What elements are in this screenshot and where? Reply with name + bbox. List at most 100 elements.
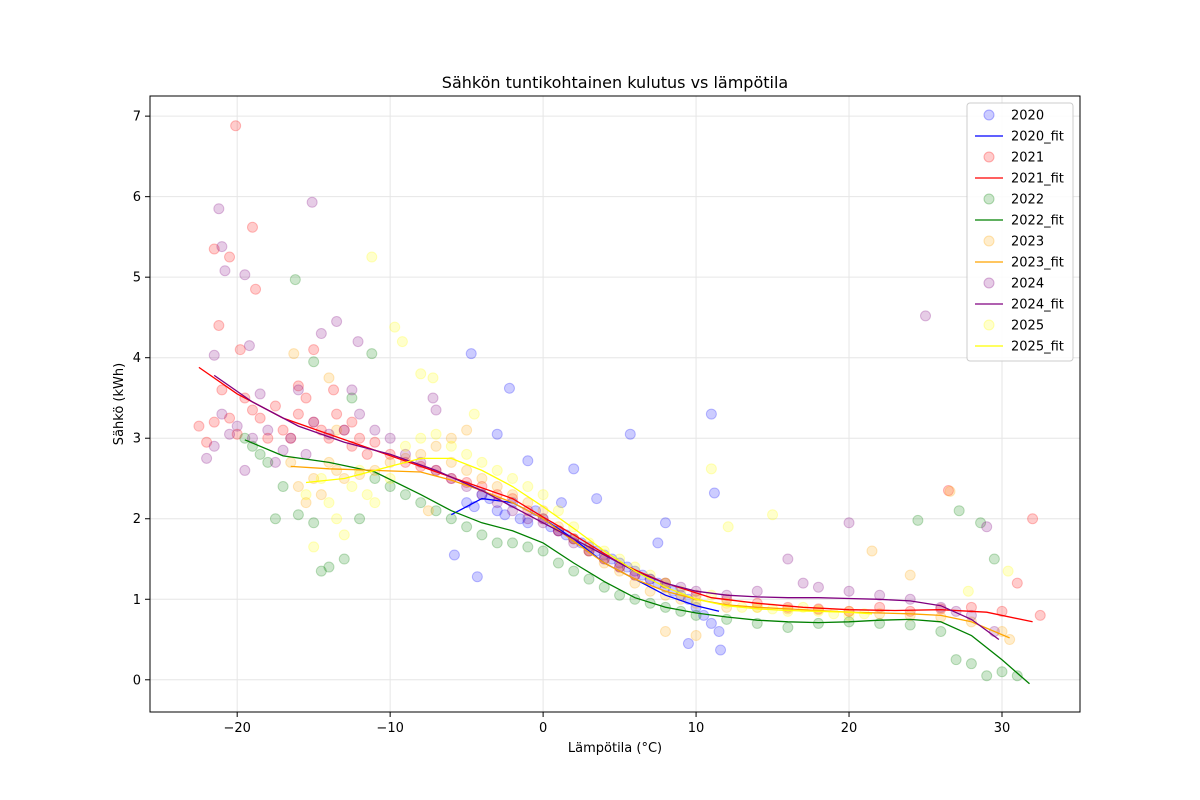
scatter-point [213,203,225,215]
scatter-point [300,489,312,501]
legend-marker [983,193,995,205]
scatter-point [491,505,503,517]
legend-label: 2025 [1011,319,1044,334]
scatter-point [812,581,824,593]
scatter-point [331,464,343,476]
scatter-point [216,408,228,420]
scatter-point [315,565,327,577]
scatter-point [1011,577,1023,589]
scatter-point [354,432,366,444]
scatter-point [352,336,364,348]
scatter-point [308,517,320,529]
scatter-point [315,472,327,484]
scatter-point [942,485,954,497]
scatter-point [715,644,727,656]
scatter-point [427,392,439,404]
scatter-point [591,493,603,505]
scatter-point [430,440,442,452]
scatter-point [644,597,656,609]
scatter-point [254,388,266,400]
legend-box [966,102,1074,362]
scatter-point [262,424,274,436]
scatter-point [285,432,297,444]
scatter-point [912,514,924,526]
scatter-point [246,404,258,416]
scatter-point [361,448,373,460]
scatter-point [216,241,228,253]
scatter-point [499,509,511,521]
scatter-point [369,424,381,436]
scatter-point [292,481,304,493]
scatter-point [328,384,340,396]
y-tick-label: 4 [133,351,141,366]
scatter-point [682,638,694,650]
scatter-point [224,428,236,440]
x-tick-label: 10 [688,721,705,736]
scatter-point [690,630,702,642]
scatter-point [323,497,335,509]
scatter-point [269,513,281,525]
scatter-point [239,269,251,281]
legend-label: 2022_fit [1011,214,1064,229]
scatter-point [430,428,442,440]
x-axis-label: Lämpötila (°C) [568,741,662,756]
scatter-point [782,553,794,565]
scatter-point [522,517,534,529]
scatter-point [346,481,358,493]
scatter-point [1034,609,1046,621]
legend-marker [983,109,995,121]
legend-marker [983,235,995,247]
scatter-point [996,666,1008,678]
scatter-point [698,609,710,621]
scatter-point [981,670,993,682]
scatter-point [201,436,213,448]
scatter-point [568,463,580,475]
scatter-point [988,553,1000,565]
y-axis: 0 1 2 3 4 5 6 7 [133,110,150,688]
scatter-point [331,408,343,420]
scatter-point [866,545,878,557]
scatter-point [366,251,378,263]
scatter-point [514,513,526,525]
scatter-point [950,654,962,666]
scatter-point [568,521,580,533]
scatter-point [193,420,205,432]
scatter-point [300,392,312,404]
scatter-point [254,448,266,460]
scatter-point [285,432,297,444]
scatter-point [346,384,358,396]
scatter-point [522,455,534,467]
scatter-point [491,464,503,476]
scatter-point [216,384,228,396]
scatter-point [384,456,396,468]
scatter-point [315,328,327,340]
scatter-point [975,517,987,529]
series-2025 [300,251,1014,621]
x-axis: −20 −10 0 10 20 30 [223,712,1010,736]
legend: 2020 2020_fit 2021 2021_fit 2022 2022_fit 2023… [966,102,1074,362]
scatter-point [250,283,262,295]
scatter-point [583,573,595,585]
x-tick-label: −20 [223,721,250,736]
y-tick-label: 7 [133,110,141,125]
scatter-point [471,571,483,583]
scatter-point [415,497,427,509]
scatter-point [234,344,246,356]
scatter-point [389,321,401,333]
scatter-point [624,428,636,440]
legend-label: 2024_fit [1011,298,1064,313]
x-tick-label: 20 [841,721,858,736]
plot-area [193,120,1046,685]
scatter-point [338,553,350,565]
x-tick-label: 0 [539,721,547,736]
scatter-point [965,658,977,670]
scatter-point [461,424,473,436]
scatter-point [552,505,564,517]
series-2021 [193,120,1046,621]
scatter-point [782,605,794,617]
y-tick-label: 1 [133,593,141,608]
legend-label: 2025_fit [1011,340,1064,355]
scatter-point [213,319,225,331]
scatter-point [552,557,564,569]
